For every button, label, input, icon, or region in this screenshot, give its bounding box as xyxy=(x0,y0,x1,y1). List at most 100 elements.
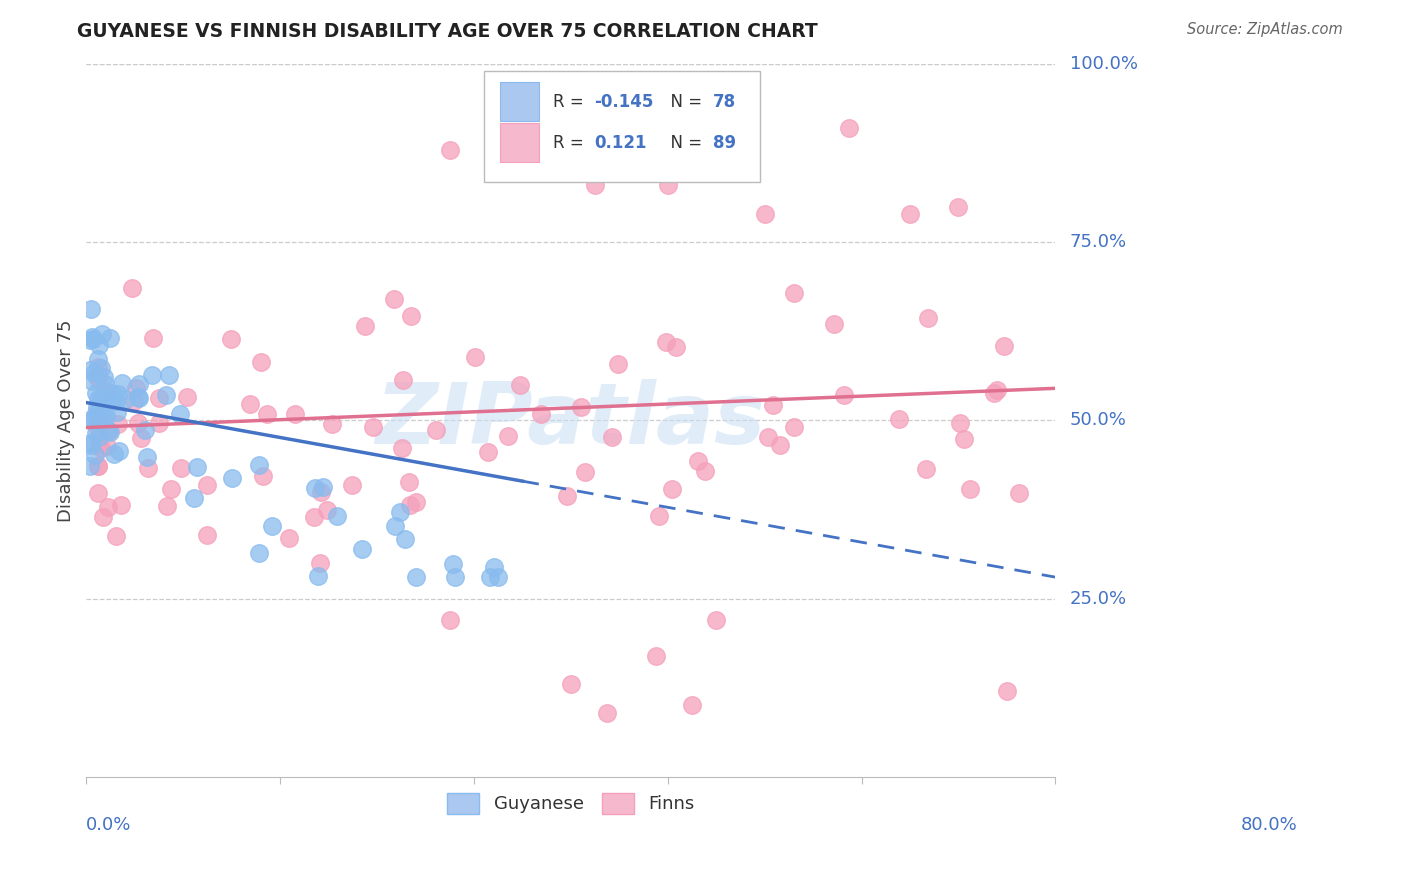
Point xyxy=(695,464,717,478)
Point xyxy=(93,509,115,524)
Point xyxy=(995,684,1018,698)
Point xyxy=(681,698,703,713)
Point xyxy=(87,421,110,435)
Point xyxy=(986,384,1008,398)
Point xyxy=(128,391,150,405)
Point xyxy=(239,396,262,410)
Point xyxy=(79,333,101,347)
Text: R =: R = xyxy=(554,134,595,152)
Point xyxy=(87,458,110,473)
Text: 78: 78 xyxy=(713,93,737,111)
Point xyxy=(96,439,118,453)
Text: ZIPatlas: ZIPatlas xyxy=(375,379,766,462)
Point xyxy=(949,416,972,430)
Point xyxy=(352,541,374,556)
Point xyxy=(405,570,427,584)
Point xyxy=(644,648,666,663)
Point xyxy=(686,453,709,467)
Point xyxy=(326,508,349,523)
Point xyxy=(115,392,138,406)
Point xyxy=(312,480,335,494)
Point xyxy=(176,390,198,404)
Point xyxy=(398,498,420,512)
Point xyxy=(121,281,143,295)
Point xyxy=(661,482,683,496)
Point xyxy=(600,430,623,444)
Point xyxy=(530,408,553,422)
Point xyxy=(87,405,110,419)
Point xyxy=(87,485,110,500)
Text: GUYANESE VS FINNISH DISABILITY AGE OVER 75 CORRELATION CHART: GUYANESE VS FINNISH DISABILITY AGE OVER … xyxy=(77,22,818,41)
Point xyxy=(464,350,486,364)
Point xyxy=(249,355,271,369)
Point xyxy=(186,460,208,475)
Point xyxy=(94,384,117,399)
Text: 89: 89 xyxy=(713,134,737,152)
Point xyxy=(915,462,938,476)
Point xyxy=(87,368,110,383)
Point xyxy=(948,200,970,214)
Point xyxy=(142,331,165,345)
Point xyxy=(127,416,149,430)
Text: 100.0%: 100.0% xyxy=(1070,55,1137,73)
Point xyxy=(898,207,921,221)
Point xyxy=(87,409,110,423)
Point xyxy=(832,388,855,402)
Point xyxy=(277,531,299,545)
Text: 75.0%: 75.0% xyxy=(1070,234,1128,252)
Point xyxy=(128,377,150,392)
Point xyxy=(756,429,779,443)
Point xyxy=(887,411,910,425)
Point xyxy=(252,468,274,483)
Point xyxy=(96,409,118,423)
Point xyxy=(392,373,415,387)
Point xyxy=(321,417,343,432)
Point xyxy=(315,502,337,516)
Text: N =: N = xyxy=(659,93,707,111)
Point xyxy=(91,396,114,410)
Point xyxy=(155,387,177,401)
Point xyxy=(87,351,110,366)
Point xyxy=(125,380,148,394)
Point xyxy=(87,392,110,407)
Point xyxy=(983,386,1005,401)
Point xyxy=(441,557,464,571)
Point xyxy=(183,491,205,505)
Point xyxy=(103,389,125,403)
Point xyxy=(94,377,117,392)
Point xyxy=(80,374,103,388)
Point xyxy=(953,432,976,446)
Point xyxy=(169,460,191,475)
Point xyxy=(87,409,110,424)
Point xyxy=(148,391,170,405)
Point xyxy=(79,438,101,452)
Text: R =: R = xyxy=(554,93,589,111)
FancyBboxPatch shape xyxy=(501,123,538,162)
Y-axis label: Disability Age Over 75: Disability Age Over 75 xyxy=(58,319,75,522)
Point xyxy=(169,407,191,421)
Text: 0.121: 0.121 xyxy=(595,134,647,152)
Point xyxy=(665,340,688,354)
Point xyxy=(477,445,499,459)
Point xyxy=(363,420,385,434)
Point xyxy=(256,408,278,422)
Point xyxy=(761,398,783,412)
Point xyxy=(399,309,422,323)
Point xyxy=(134,423,156,437)
Point xyxy=(103,447,125,461)
Text: N =: N = xyxy=(659,134,707,152)
Point xyxy=(136,461,159,475)
Point xyxy=(838,121,860,136)
Point xyxy=(391,441,413,455)
Point xyxy=(479,569,502,583)
Point xyxy=(83,366,105,380)
Point xyxy=(107,417,129,431)
Point xyxy=(111,376,134,390)
Point xyxy=(783,419,806,434)
Point xyxy=(959,482,981,496)
Point xyxy=(82,413,104,427)
Point xyxy=(91,407,114,421)
Point xyxy=(87,410,110,425)
Point xyxy=(304,481,326,495)
Point xyxy=(596,706,619,720)
